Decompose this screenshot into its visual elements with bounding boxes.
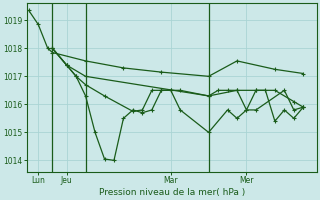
- X-axis label: Pression niveau de la mer( hPa ): Pression niveau de la mer( hPa ): [99, 188, 245, 197]
